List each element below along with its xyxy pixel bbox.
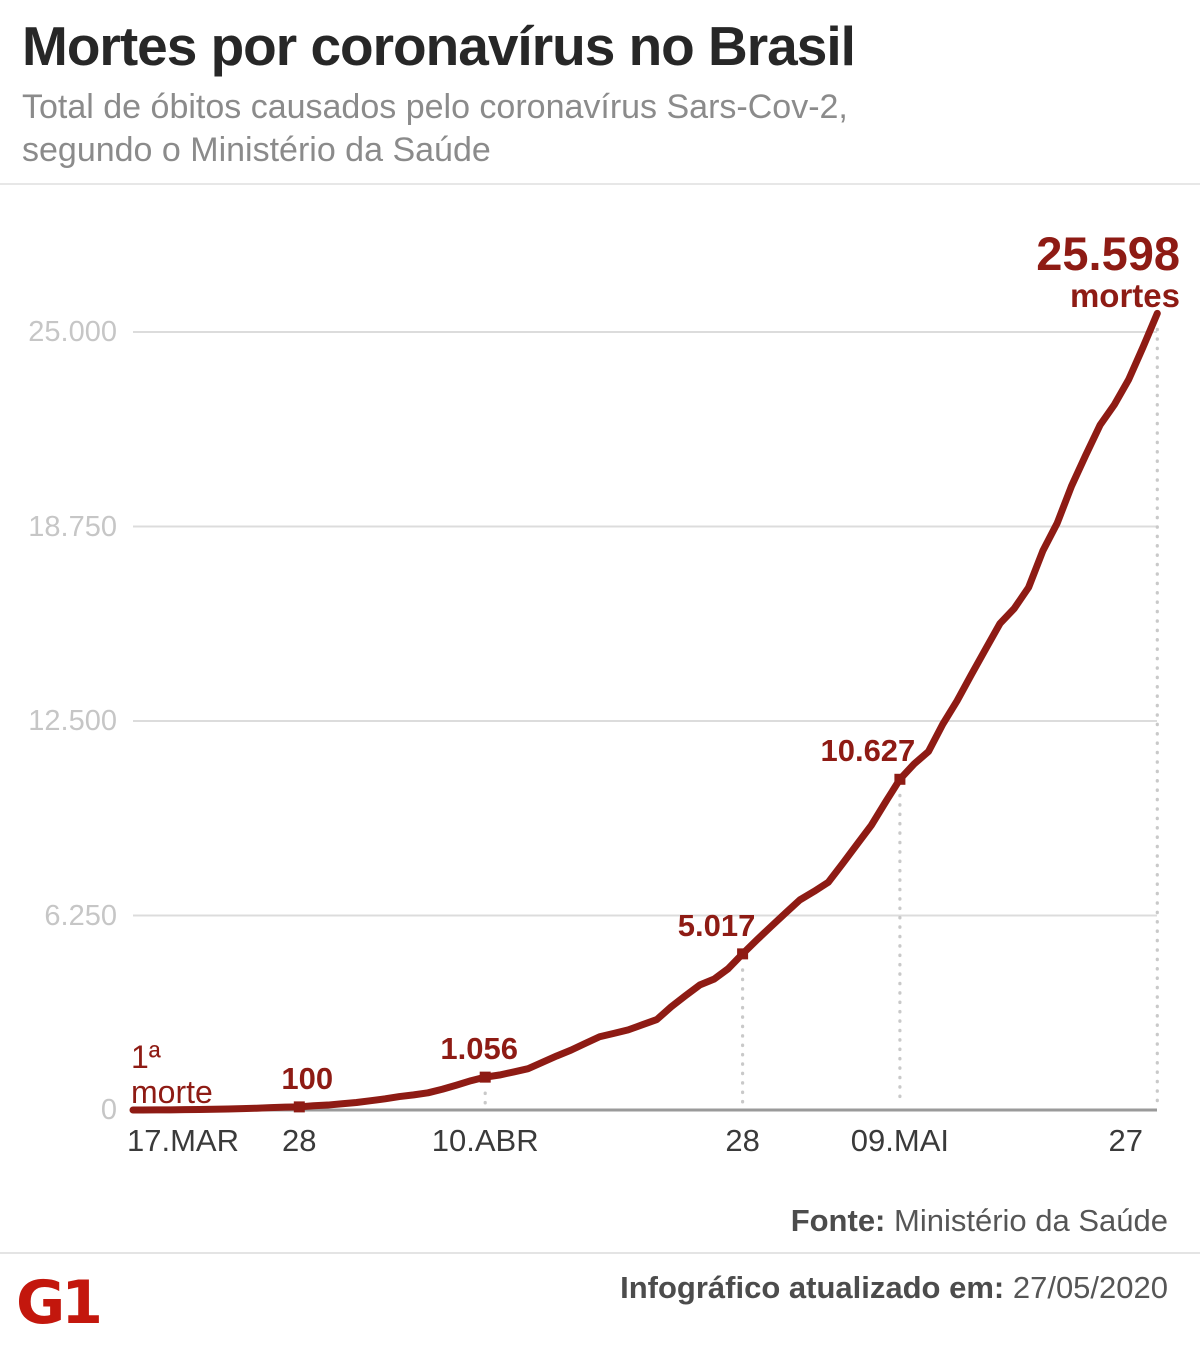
y-tick-label: 12.500 (28, 705, 117, 737)
g1-logo: G1 (16, 1268, 103, 1338)
updated-label: Infográfico atualizado em: (620, 1270, 1005, 1305)
source-label: Fonte: (790, 1203, 886, 1238)
header-divider (0, 183, 1200, 185)
updated-line: Infográfico atualizado em: 27/05/2020 (368, 1270, 1168, 1306)
data-point-marker (479, 1071, 491, 1083)
annotation-label: 10.627 (820, 733, 916, 769)
data-point-marker (894, 773, 906, 785)
first-death-line1: 1ª (131, 1039, 161, 1075)
endpoint-total-unit: mortes (1069, 277, 1180, 314)
x-tick-label: 27 (1108, 1123, 1143, 1158)
x-tick-label: 17.MAR (127, 1123, 239, 1158)
footer-divider (0, 1252, 1200, 1254)
updated-value: 27/05/2020 (1004, 1270, 1168, 1305)
annotation-label: 100 (281, 1060, 334, 1096)
source-value: Ministério da Saúde (885, 1203, 1168, 1238)
annotation-label: 1.056 (440, 1031, 518, 1067)
x-tick-label: 28 (725, 1123, 760, 1158)
annotation-label: 5.017 (677, 907, 756, 943)
page-subtitle: Total de óbitos causados pelo coronavíru… (22, 88, 848, 169)
first-death-annotation: 1ª morte (131, 1040, 213, 1110)
source-line: Fonte: Ministério da Saúde (368, 1203, 1168, 1239)
x-tick-label: 09.MAI (850, 1123, 949, 1158)
y-tick-label: 25.000 (28, 316, 117, 348)
page-title: Mortes por coronavírus no Brasil (22, 15, 856, 77)
first-death-line2: morte (131, 1074, 213, 1110)
x-tick-label: 28 (282, 1123, 317, 1158)
data-point-marker (293, 1101, 305, 1113)
x-tick-label: 10.ABR (431, 1123, 539, 1158)
y-tick-label: 6.250 (44, 899, 117, 932)
y-tick-label: 18.750 (28, 510, 117, 543)
data-point-marker (737, 948, 749, 960)
deaths-series-line (129, 309, 1161, 1114)
endpoint-total-value: 25.598 (1036, 227, 1180, 280)
y-tick-label: 0 (100, 1094, 117, 1126)
